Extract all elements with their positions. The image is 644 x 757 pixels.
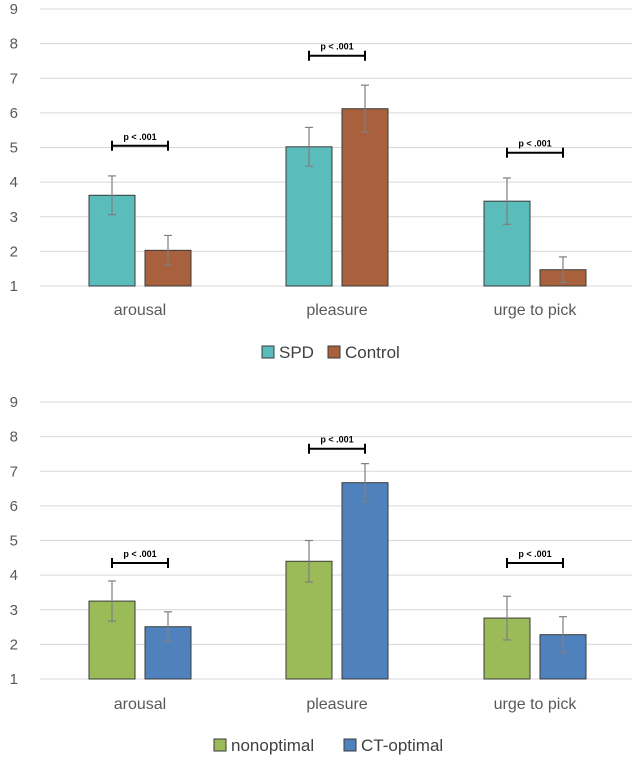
significance-label: p < .001 [518,549,551,559]
y-tick-label: 5 [10,140,18,157]
category-label: urge to pick [494,302,578,319]
significance-label: p < .001 [123,132,156,142]
legend-swatch [327,345,341,359]
y-tick-label: 8 [10,429,18,446]
legend-label: CT-optimal [361,736,443,755]
y-tick-label: 7 [10,70,18,87]
significance-label: p < .001 [123,549,156,559]
legend-label: Control [345,343,400,362]
category-label: arousal [114,696,166,713]
category-label: pleasure [306,696,367,713]
y-tick-label: 5 [10,533,18,550]
bar-spd-pleasure [285,146,333,287]
y-tick-label: 3 [10,209,18,226]
category-label: urge to pick [494,696,578,713]
y-tick-label: 8 [10,36,18,53]
category-label: arousal [114,302,166,319]
y-tick-label: 7 [10,463,18,480]
y-tick-label: 1 [10,671,18,688]
y-tick-label: 6 [10,105,18,122]
legend-swatch [261,345,275,359]
chart-top: 1 2 3 4 5 6 7 8 9 arousal pleasure urge to pick p < … [10,1,632,362]
significance-label: p < .001 [518,139,551,149]
legend-swatch [343,738,357,752]
legend-swatch [213,738,227,752]
y-tick-label: 4 [10,567,18,584]
significance-label: p < .001 [320,42,353,52]
y-tick-label: 2 [10,243,18,260]
significance-label: p < .001 [320,435,353,445]
y-tick-label: 9 [10,394,18,411]
legend-label: nonoptimal [231,736,314,755]
bar-control-pleasure [341,108,389,287]
y-tick-label: 6 [10,498,18,515]
y-tick-label: 9 [10,1,18,18]
y-tick-label: 1 [10,278,18,295]
y-tick-label: 4 [10,174,18,191]
category-label: pleasure [306,302,367,319]
y-tick-label: 2 [10,636,18,653]
bar-ct-optimal-pleasure [341,482,389,680]
chart-bottom: 1 2 3 4 5 6 7 8 9 arousal pleasure urge to pick p < … [10,394,632,755]
y-tick-label: 3 [10,602,18,619]
legend-label: SPD [279,343,314,362]
